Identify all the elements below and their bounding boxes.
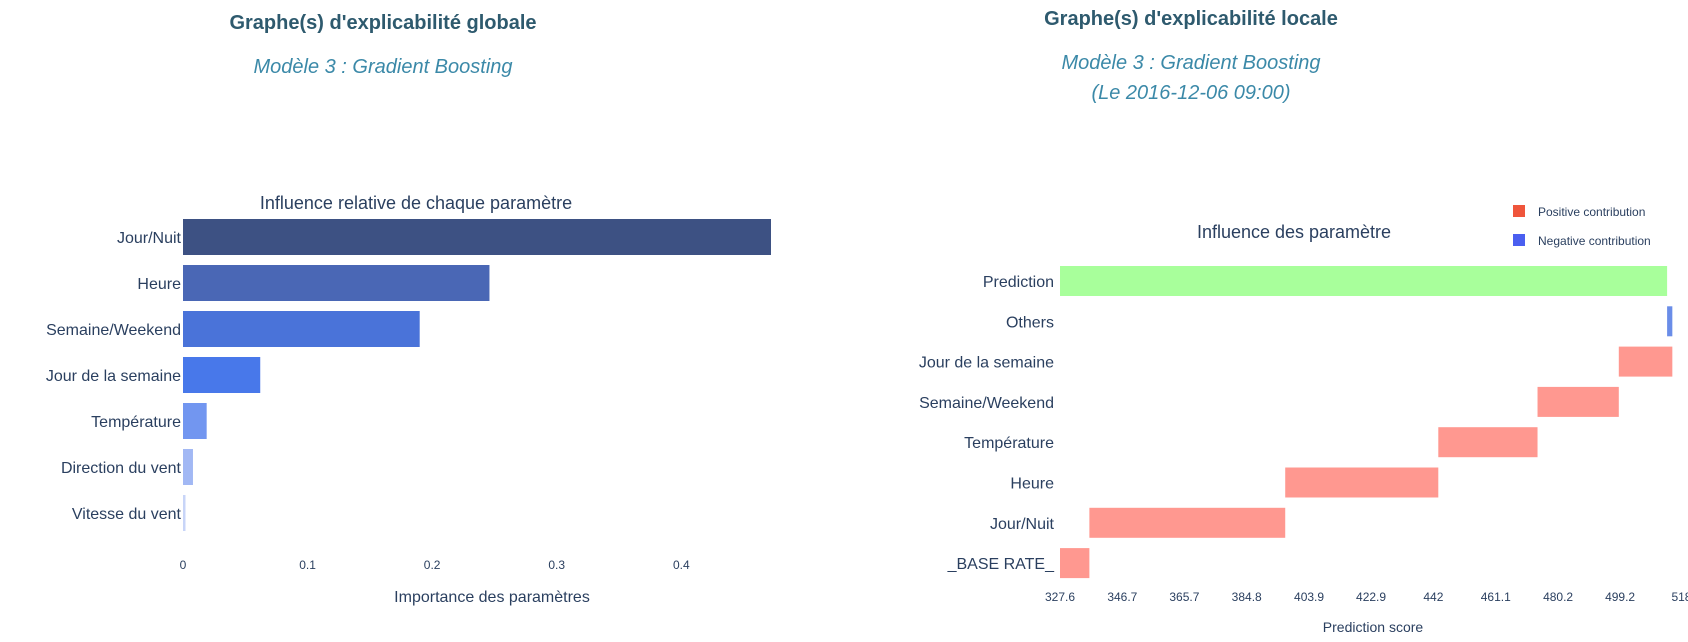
importance-bar: [183, 495, 186, 531]
left-panel-heading: Graphe(s) d'explicabilité globale: [229, 12, 537, 34]
category-label: Semaine/Weekend: [46, 322, 181, 339]
category-label: Jour de la semaine: [919, 355, 1054, 372]
category-label: Jour/Nuit: [117, 230, 182, 247]
importance-bar: [183, 357, 261, 393]
left-panel-subheading: Modèle 3 : Gradient Boosting: [253, 56, 513, 78]
waterfall-bar: [1089, 507, 1286, 538]
chart-title: Influence relative de chaque paramètre: [260, 193, 572, 213]
category-label: Others: [1006, 314, 1054, 331]
legend-swatch-positive: [1513, 205, 1525, 217]
importance-bar: [183, 449, 193, 485]
waterfall-bar: [1060, 548, 1090, 579]
x-tick-label: 518: [1671, 590, 1688, 604]
waterfall-bar: [1537, 386, 1619, 417]
x-tick-label: 365.7: [1169, 590, 1199, 604]
category-label: Température: [964, 435, 1054, 452]
importance-bar: [183, 403, 207, 439]
legend-label-negative: Negative contribution: [1538, 234, 1651, 248]
importance-bar: [183, 265, 490, 301]
x-axis-title: Prediction score: [1323, 619, 1424, 635]
category-label: Jour de la semaine: [46, 368, 181, 385]
category-label: Heure: [1010, 476, 1054, 493]
waterfall-bar: [1667, 306, 1673, 337]
x-tick-label: 403.9: [1294, 590, 1324, 604]
x-tick-label: 442: [1423, 590, 1443, 604]
category-label: Prediction: [983, 274, 1054, 291]
waterfall-bar: [1285, 467, 1439, 498]
x-tick-label: 480.2: [1543, 590, 1573, 604]
x-tick-label: 346.7: [1107, 590, 1137, 604]
importance-bar: [183, 311, 420, 347]
x-tick-label: 0.4: [673, 558, 690, 572]
waterfall-bar: [1060, 266, 1668, 296]
right-panel-heading: Graphe(s) d'explicabilité locale: [1044, 8, 1338, 30]
x-tick-label: 0.1: [299, 558, 316, 572]
right-panel-subheading-line1: Modèle 3 : Gradient Boosting: [1061, 52, 1321, 74]
category-label: Semaine/Weekend: [919, 395, 1054, 412]
x-axis-title: Importance des paramètres: [394, 589, 590, 606]
category-label: Vitesse du vent: [72, 506, 182, 523]
x-tick-label: 327.6: [1045, 590, 1075, 604]
x-tick-label: 0: [180, 558, 187, 572]
waterfall-bar: [1618, 346, 1673, 377]
waterfall-bar: [1438, 427, 1538, 458]
chart-title: Influence des paramètre: [1197, 222, 1391, 242]
category-label: Jour/Nuit: [990, 516, 1055, 533]
x-tick-label: 384.8: [1232, 590, 1262, 604]
category-label: Heure: [137, 276, 181, 293]
legend-label-positive: Positive contribution: [1538, 205, 1645, 219]
category-label: Température: [91, 414, 181, 431]
legend-swatch-negative: [1513, 234, 1525, 246]
x-tick-label: 422.9: [1356, 590, 1386, 604]
x-tick-label: 461.1: [1481, 590, 1511, 604]
x-tick-label: 0.3: [548, 558, 565, 572]
x-tick-label: 0.2: [424, 558, 441, 572]
category-label: _BASE RATE_: [947, 556, 1056, 573]
right-panel-subheading-line2: (Le 2016-12-06 09:00): [1091, 82, 1291, 104]
importance-bar: [183, 219, 771, 255]
x-tick-label: 499.2: [1605, 590, 1635, 604]
category-label: Direction du vent: [61, 460, 182, 477]
